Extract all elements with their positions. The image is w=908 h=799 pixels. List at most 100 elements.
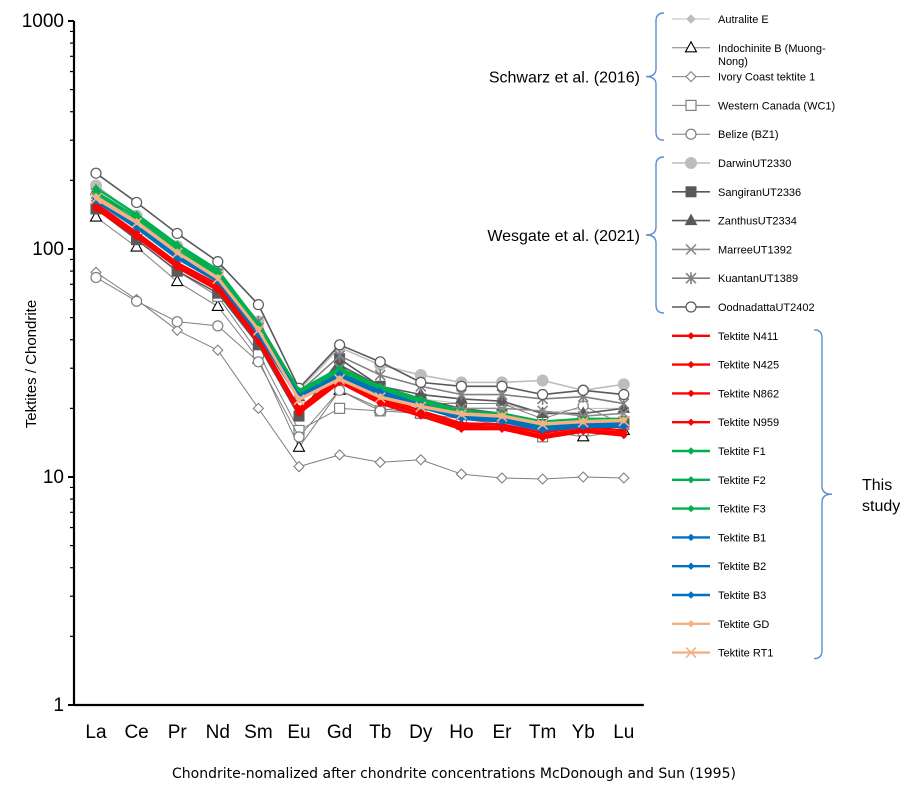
data-point [293,431,305,443]
legend-label-line: OodnadattaUT2402 [718,302,815,314]
legend-label: Ivory Coast tektite 1 [718,72,815,84]
x-tick-label: Pr [168,722,188,743]
series-line [95,205,624,439]
y-axis-label: Tektites / Chondrite [23,300,40,428]
legend-label: Tektite RT1 [718,648,773,660]
group-brace [813,329,833,660]
legend-label-line: Autralite E [718,14,769,26]
group-label-line: Schwarz et al. (2016) [489,70,640,87]
legend-label: Tektite F3 [718,504,766,516]
x-tick-label: Dy [409,722,433,743]
data-point [252,402,265,415]
data-point [131,217,143,229]
x-tick-label: Eu [287,722,310,743]
legend-label: Tektite GD [718,619,769,631]
data-point [537,405,549,417]
data-point [90,271,102,284]
data-point [131,295,143,307]
data-point [212,320,224,332]
legend-label: Tektite B3 [718,590,766,602]
legend-label-line: Nong) [718,56,748,68]
data-point [171,316,183,328]
data-point [252,299,264,311]
legend-item: Tektite RT1 [672,647,773,660]
data-point [457,423,466,432]
group-label: Wesgate et al. (2021) [487,228,640,245]
legend-item: Tektite N862 [672,388,779,400]
group-label: Schwarz et al. (2016) [489,70,640,87]
group-brace [645,156,665,314]
data-point [455,380,467,392]
legend-marker [684,40,698,53]
plot-area [89,167,631,485]
legend-label: Autralite E [718,14,769,26]
data-point [132,232,141,240]
data-point [577,471,589,483]
legend-marker [685,243,697,255]
x-tick-label: Nd [206,722,230,743]
data-point [536,473,549,485]
legend-item: Tektite N411 [672,331,778,343]
data-point [90,167,102,179]
legend-marker [687,533,695,542]
x-tick-label: Ce [124,722,148,743]
legend-label: OodnadattaUT2402 [718,302,815,314]
data-point [292,440,306,452]
data-point [496,472,508,484]
legend-label: Western Canada (WC1) [718,100,835,112]
data-point [577,384,589,396]
series-14 [92,203,628,441]
legend-item: Belize (BZ1) [672,128,779,141]
x-tick-label: La [85,722,107,743]
data-point [334,402,346,414]
legend-marker [685,99,697,112]
legend-label: Indochinite B (Muong-Nong) [718,43,826,68]
data-point [293,460,305,473]
series-22 [90,193,630,431]
data-point [496,380,508,392]
legend-marker [684,213,698,226]
legend-item: Tektite B1 [672,532,766,544]
series-line [95,277,625,438]
legend-label: KuantanUT1389 [718,273,798,285]
data-point [455,408,467,421]
legend-item: DarwinUT2330 [672,157,791,170]
data-point [618,472,630,484]
data-point [171,247,183,259]
data-point [415,453,427,466]
data-point [415,376,427,388]
legend-label-line: Tektite B1 [718,532,766,544]
legend-item: Tektite N425 [672,360,779,372]
x-tick-label: Tb [369,722,391,743]
legend-item: Tektite B3 [672,590,766,602]
legend-marker [687,562,695,570]
legend-item: Tektite N959 [672,417,779,429]
legend-marker [685,301,697,313]
data-point [415,401,427,413]
legend-item: Western Canada (WC1) [672,99,835,112]
legend-marker [685,128,697,140]
legend-item: Tektite B2 [672,561,766,573]
legend-item: Tektite F1 [672,446,766,458]
data-point [171,227,183,240]
series-line [95,184,624,392]
legend-label: SangiranUT2336 [718,187,801,199]
data-point [374,369,386,382]
legend-label-line: Tektite N862 [718,388,779,400]
data-point [212,256,224,268]
series-line [95,200,624,432]
data-point [537,418,549,431]
legend-marker [687,418,695,426]
legend-label: DarwinUT2330 [718,158,791,170]
legend-label-line: MarreeUT1392 [718,244,792,256]
legend-label-line: Tektite GD [718,619,769,631]
data-point [252,324,264,336]
legend-label-line: Tektite RT1 [718,648,773,660]
series-5 [90,179,630,397]
legend-label-line: Ivory Coast tektite 1 [718,72,815,84]
legend-label-line: SangiranUT2336 [718,187,801,199]
data-point [130,239,144,252]
legend-label: Tektite N411 [718,331,778,343]
data-point [334,384,346,396]
legend-marker [685,157,697,169]
